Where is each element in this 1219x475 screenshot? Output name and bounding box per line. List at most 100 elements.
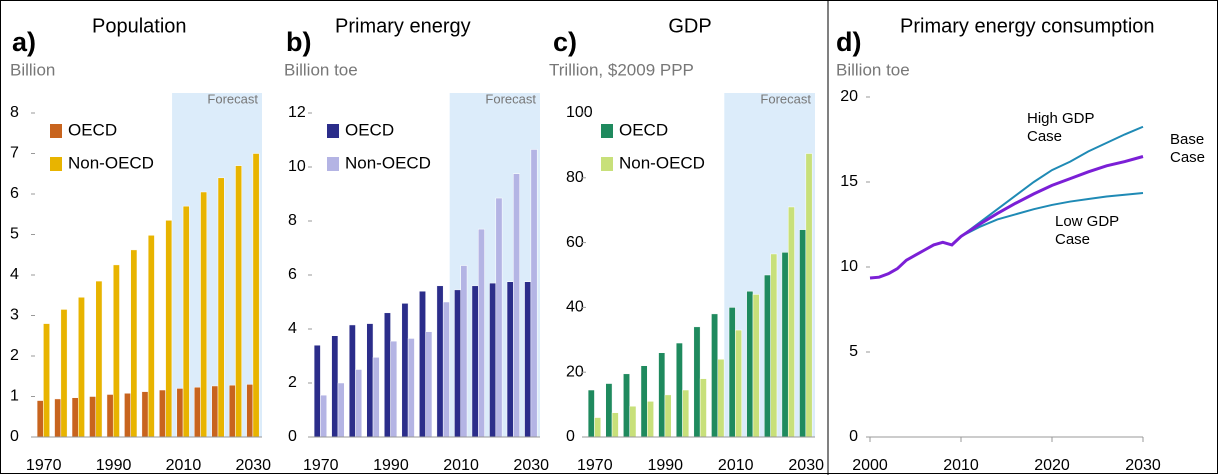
bar — [699, 378, 707, 438]
line-label: High GDP Case — [1027, 110, 1095, 145]
bar — [764, 274, 771, 438]
line — [960, 192, 1144, 238]
forecast-label: Forecast — [485, 91, 536, 106]
bar — [605, 383, 613, 438]
x-tick-label: 2010 — [443, 457, 479, 474]
bar — [159, 389, 166, 438]
x-tick-label: 2020 — [1034, 457, 1070, 474]
bar — [425, 331, 433, 438]
bar — [331, 335, 339, 438]
subtitle: Billion toe — [284, 60, 358, 79]
bar — [54, 398, 62, 438]
bar — [401, 303, 409, 438]
legend-label: OECD — [345, 120, 394, 139]
bar — [407, 338, 415, 438]
subtitle: Trillion, $2009 PPP — [549, 60, 694, 79]
bar — [372, 357, 380, 438]
bar — [770, 253, 778, 438]
bar — [647, 401, 654, 438]
bar — [200, 191, 208, 438]
y-tick-label: 3 — [10, 307, 19, 324]
bar — [489, 282, 497, 438]
legend-swatch — [601, 124, 613, 138]
bar — [682, 389, 690, 438]
y-tick-label: 20 — [566, 363, 584, 380]
x-tick-label: 2030 — [788, 457, 824, 474]
bar — [587, 389, 595, 438]
bar — [442, 301, 450, 438]
bar — [711, 313, 719, 438]
forecast-label: Forecast — [207, 91, 258, 106]
bar — [95, 280, 103, 438]
x-tick-label: 2000 — [852, 457, 888, 474]
bar — [78, 297, 85, 438]
bar — [594, 417, 602, 438]
chart-title: Primary energy — [335, 15, 471, 37]
y-tick-label: 5 — [849, 343, 858, 360]
bar — [320, 394, 327, 438]
bar — [693, 326, 701, 438]
y-tick-label: 10 — [288, 158, 306, 175]
bar — [60, 309, 68, 438]
bar — [471, 285, 479, 438]
forecast-label: Forecast — [760, 91, 811, 106]
bar — [89, 396, 97, 438]
bar — [640, 365, 648, 438]
x-tick-label: 2010 — [943, 457, 979, 474]
y-tick-label: 10 — [840, 258, 858, 275]
bar — [366, 323, 374, 438]
x-tick-label: 1990 — [647, 457, 683, 474]
bar — [141, 391, 149, 438]
legend-label: OECD — [68, 120, 117, 139]
y-tick-label: 4 — [10, 266, 19, 283]
y-tick-label: 0 — [849, 428, 858, 445]
legend-swatch — [50, 124, 62, 138]
x-tick-label: 1970 — [577, 457, 613, 474]
bar — [454, 289, 461, 438]
line — [960, 125, 1144, 238]
bar — [193, 386, 201, 438]
legend-swatch — [327, 124, 339, 138]
bar — [506, 281, 514, 438]
bar — [735, 329, 742, 438]
bar — [130, 249, 138, 438]
bar — [611, 412, 619, 438]
bar — [805, 153, 813, 438]
bar — [530, 149, 538, 438]
bar — [384, 312, 391, 438]
legend-swatch — [50, 157, 62, 171]
panel-label: d) — [836, 27, 861, 57]
y-tick-label: 6 — [10, 185, 19, 202]
legend-swatch — [601, 157, 613, 171]
chart-title: Primary energy consumption — [900, 15, 1155, 37]
x-tick-label: 2030 — [235, 457, 271, 474]
bar — [675, 342, 683, 438]
y-tick-label: 0 — [288, 428, 297, 445]
y-tick-label: 8 — [288, 212, 297, 229]
bar — [217, 177, 225, 438]
bar — [495, 197, 503, 438]
y-tick-label: 4 — [288, 320, 297, 337]
y-tick-label: 12 — [288, 104, 306, 121]
legend-label: Non-OECD — [345, 153, 431, 172]
bar — [460, 265, 468, 438]
y-tick-label: 0 — [10, 428, 19, 445]
y-tick-label: 8 — [10, 104, 19, 121]
subtitle: Billion toe — [836, 60, 910, 79]
bar — [419, 290, 426, 438]
legend-label: Non-OECD — [68, 153, 154, 172]
bar — [781, 252, 789, 438]
y-tick-label: 6 — [288, 266, 297, 283]
bar — [799, 229, 807, 438]
bar — [513, 173, 520, 438]
bar — [112, 264, 120, 438]
y-tick-label: 40 — [566, 299, 584, 316]
x-tick-label: 2010 — [166, 457, 202, 474]
y-tick-label: 5 — [10, 226, 19, 243]
y-tick-label: 80 — [566, 169, 584, 186]
x-tick-label: 2030 — [1125, 457, 1161, 474]
bar — [182, 205, 190, 438]
x-tick-label: 1990 — [96, 457, 132, 474]
